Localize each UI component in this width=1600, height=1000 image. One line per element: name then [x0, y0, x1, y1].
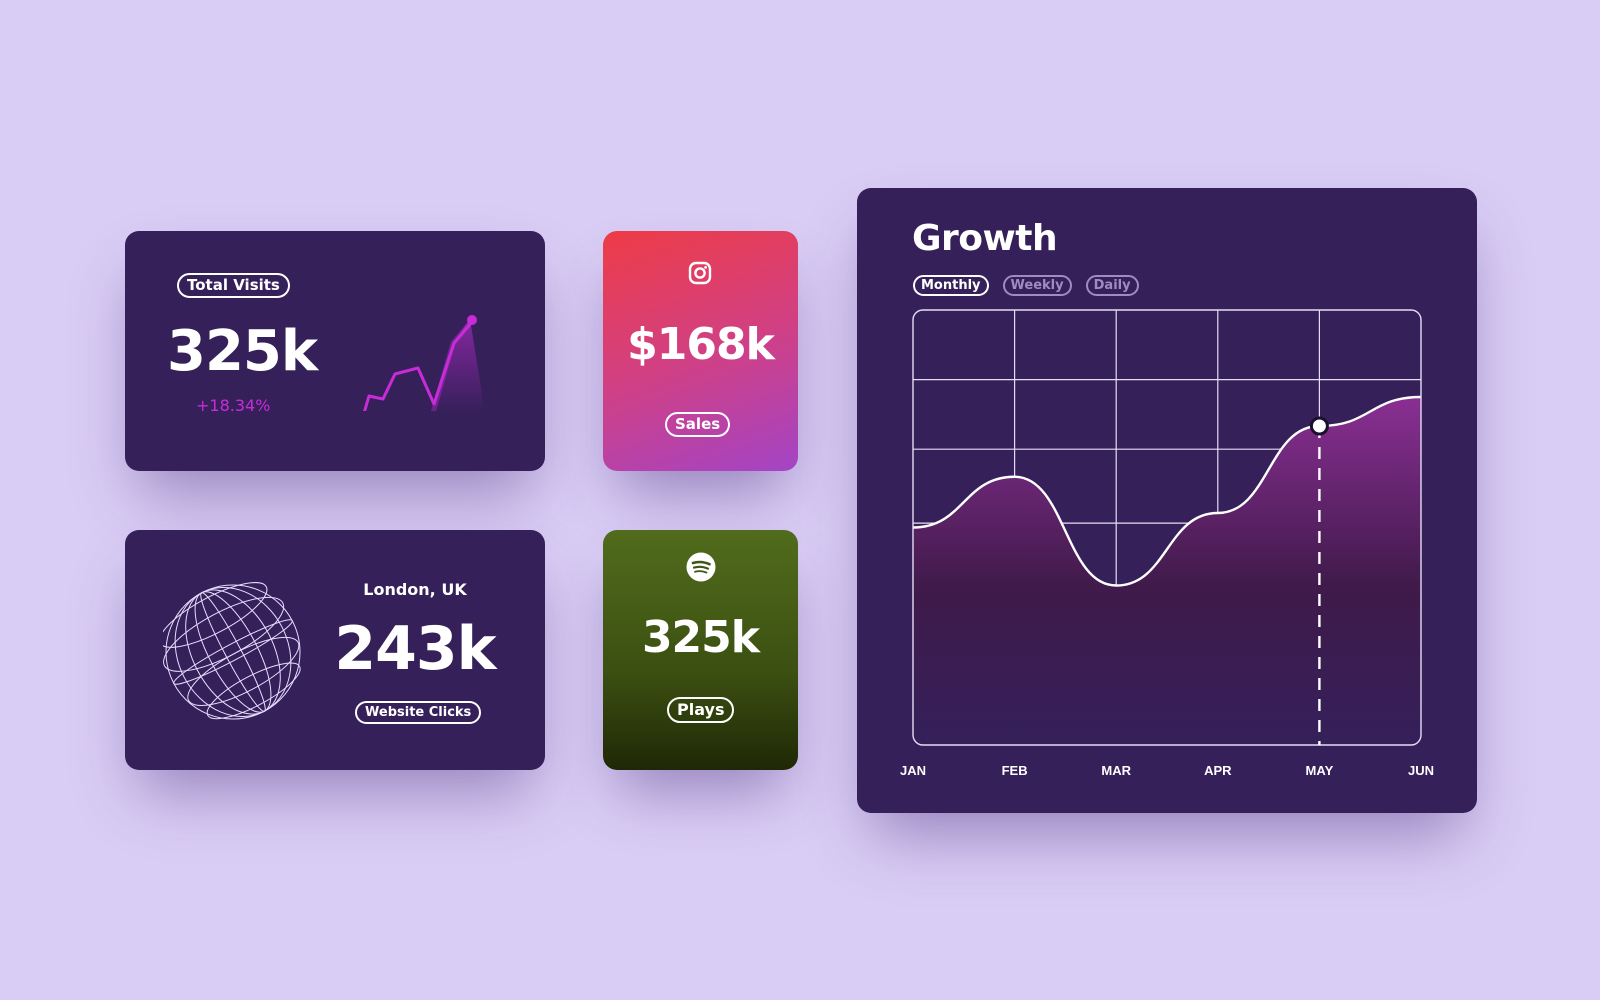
x-tick-label: JUN [1408, 763, 1434, 778]
trend-line-chart-icon [363, 315, 485, 411]
plays-card[interactable]: 325k Plays [603, 530, 798, 770]
sales-label: Sales [665, 412, 731, 437]
total-visits-label: Total Visits [177, 273, 290, 298]
sales-value: $168k [627, 319, 775, 370]
highlight-point[interactable] [1309, 416, 1329, 436]
total-visits-value: 325k [167, 319, 318, 384]
chart-frame [912, 309, 1422, 746]
website-clicks-card[interactable]: London, UK 243k Website Clicks [125, 530, 545, 770]
tab-weekly[interactable]: Weekly [1002, 275, 1072, 296]
website-clicks-value: 243k [334, 614, 496, 684]
x-tick-label: FEB [1002, 763, 1028, 778]
x-tick-label: APR [1204, 763, 1232, 778]
sales-card[interactable]: $168k Sales [603, 231, 798, 471]
plays-value: 325k [641, 612, 760, 663]
instagram-icon [688, 261, 712, 285]
x-tick-label: JAN [900, 763, 926, 778]
growth-period-tabs: Monthly Weekly Daily [913, 275, 1139, 296]
growth-card: Growth Monthly Weekly Daily JAN FEB MAR APR… [857, 188, 1477, 813]
wireframe-globe-icon [163, 582, 301, 720]
location-label: London, UK [363, 580, 467, 599]
x-tick-label: MAY [1306, 763, 1334, 778]
growth-title: Growth [912, 218, 1058, 259]
spotify-icon [686, 552, 716, 582]
total-visits-change: +18.34% [196, 396, 271, 415]
total-visits-card[interactable]: Total Visits 325k +18.34% [125, 231, 545, 471]
tab-daily[interactable]: Daily [1085, 275, 1139, 296]
plays-label: Plays [667, 697, 735, 723]
growth-area [913, 397, 1421, 745]
tab-monthly[interactable]: Monthly [913, 275, 989, 296]
x-tick-label: MAR [1101, 763, 1131, 778]
website-clicks-label: Website Clicks [355, 701, 482, 724]
growth-area-chart: JAN FEB MAR APR MAY JUN [900, 309, 1434, 778]
